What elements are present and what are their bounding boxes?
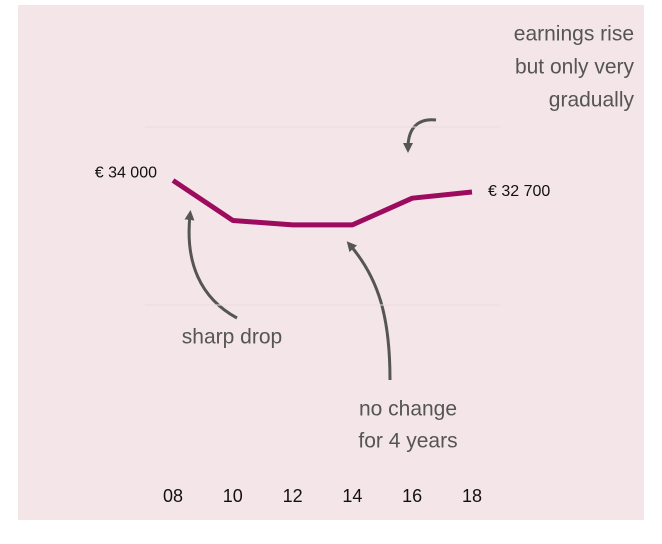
annotation: no change (359, 398, 457, 421)
value-label: € 34 000 (95, 165, 157, 182)
annotation: for 4 years (358, 430, 457, 453)
annotation: gradually (549, 89, 635, 112)
x-tick-label: 18 (462, 486, 482, 506)
x-tick-label: 10 (223, 486, 243, 506)
x-tick-label: 14 (342, 486, 362, 506)
annotation: but only very (515, 56, 635, 79)
x-tick-label: 08 (163, 486, 183, 506)
x-tick-label: 16 (402, 486, 422, 506)
arrow (184, 210, 238, 320)
line (171, 178, 473, 228)
background (18, 5, 644, 520)
arrow (403, 118, 437, 153)
annotation: sharp drop (182, 326, 282, 349)
x-tick-label: 12 (283, 486, 303, 506)
value-label: € 32 700 (488, 183, 550, 200)
arrow (346, 241, 392, 381)
annotation: earnings rise (514, 23, 634, 46)
